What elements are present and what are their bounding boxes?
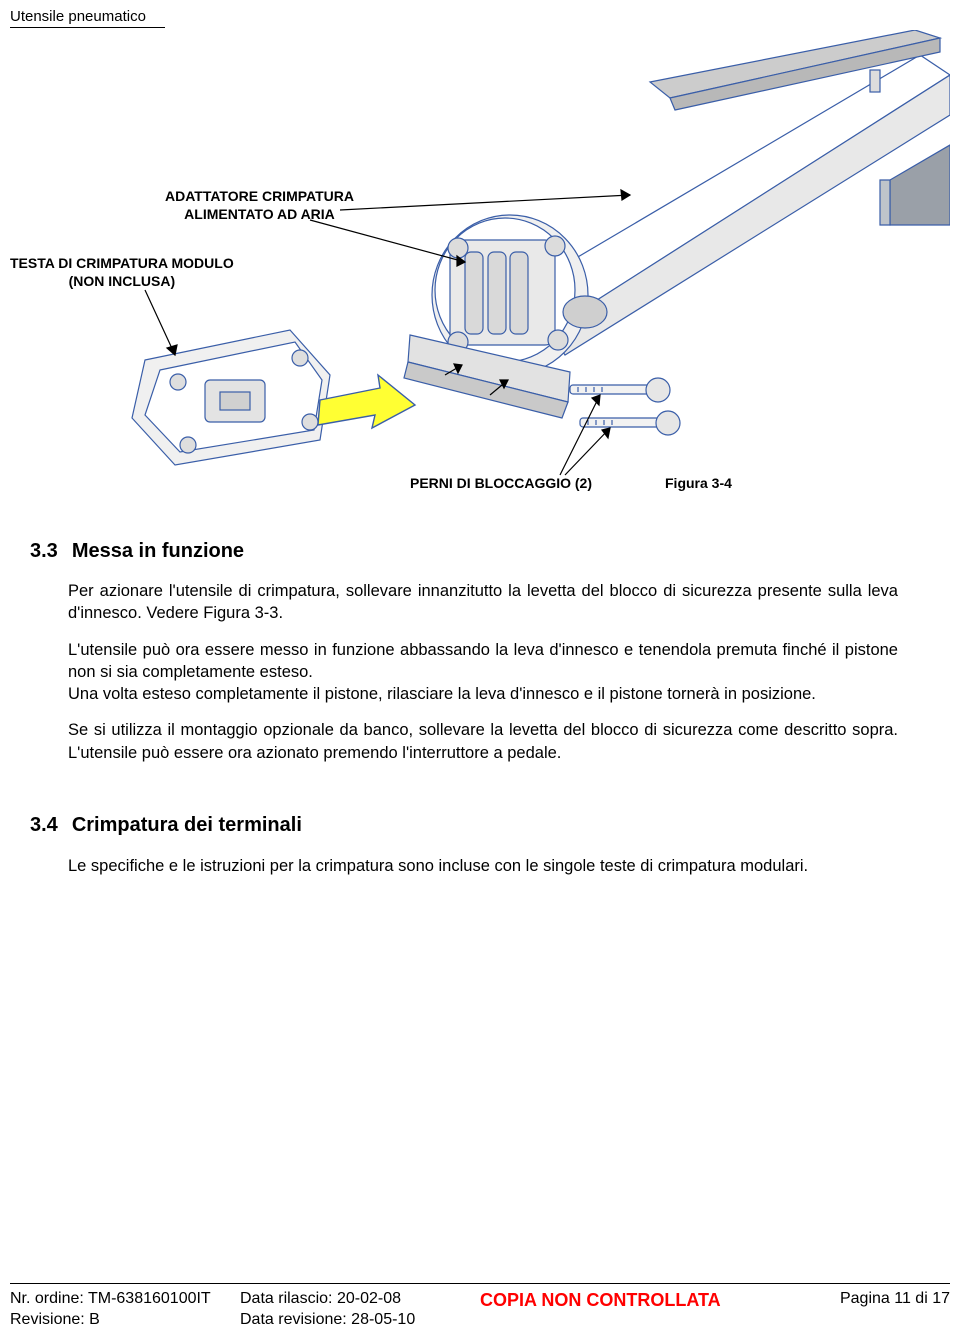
annot-adapter-l1: ADATTATORE CRIMPATURA [165,188,354,204]
footer-revdate-label: Data revisione: [240,1311,347,1328]
h2-3-3: 3.3 Messa in funzione [30,538,860,565]
footer-rev: Revisione: B [10,1311,240,1329]
p-3-3-2: L'utensile può ora essere messo in funzi… [68,639,898,684]
figure-caption: Figura 3-4 [665,475,732,491]
p-3-3-1: Per azionare l'utensile di crimpatura, s… [68,580,898,625]
footer-release-value: 20-02-08 [337,1290,401,1307]
footer-order-value: TM-638160100IT [88,1290,211,1307]
footer-order-label: Nr. ordine: [10,1290,84,1307]
footer-watermark: COPIA NON CONTROLLATA [480,1290,770,1311]
annot-head-l2: (NON INCLUSA) [69,273,176,289]
footer-revdate: Data revisione: 28-05-10 [240,1311,480,1329]
footer-order: Nr. ordine: TM-638160100IT [10,1290,240,1311]
sectitle-3-4: Crimpatura dei terminali [72,814,302,836]
section-3-4: 3.4 Crimpatura dei terminali [30,812,860,839]
annot-head-l1: TESTA DI CRIMPATURA MODULO [10,255,234,271]
p-3-4-1: Le specifiche e le istruzioni per la cri… [68,855,898,877]
section-3-4-body: Le specifiche e le istruzioni per la cri… [68,855,898,891]
annot-adapter-l2: ALIMENTATO AD ARIA [184,206,335,222]
page-header: Utensile pneumatico [10,8,165,28]
figure-3-4: ADATTATORE CRIMPATURA ALIMENTATO AD ARIA… [10,30,950,505]
p-3-3-3: Una volta esteso completamente il piston… [68,683,898,705]
footer-rev-value: B [89,1311,100,1328]
p-3-3-4: Se si utilizza il montaggio opzionale da… [68,719,898,764]
annot-pins: PERNI DI BLOCCAGGIO (2) [410,475,592,493]
footer-release: Data rilascio: 20-02-08 [240,1290,480,1311]
secnum-3-3: 3.3 [30,540,58,562]
secnum-3-4: 3.4 [30,814,58,836]
page-footer: Nr. ordine: TM-638160100IT Data rilascio… [10,1283,950,1329]
section-3-3: 3.3 Messa in funzione [30,538,860,565]
footer-page: Pagina 11 di 17 [770,1290,950,1311]
section-3-3-body: Per azionare l'utensile di crimpatura, s… [68,580,898,778]
sectitle-3-3: Messa in funzione [72,540,244,562]
h2-3-4: 3.4 Crimpatura dei terminali [30,812,860,839]
footer-revdate-value: 28-05-10 [351,1311,415,1328]
footer-rev-label: Revisione: [10,1311,85,1328]
annot-adapter: ADATTATORE CRIMPATURA ALIMENTATO AD ARIA [165,188,354,223]
annot-head: TESTA DI CRIMPATURA MODULO (NON INCLUSA) [10,255,234,290]
footer-release-label: Data rilascio: [240,1290,332,1307]
